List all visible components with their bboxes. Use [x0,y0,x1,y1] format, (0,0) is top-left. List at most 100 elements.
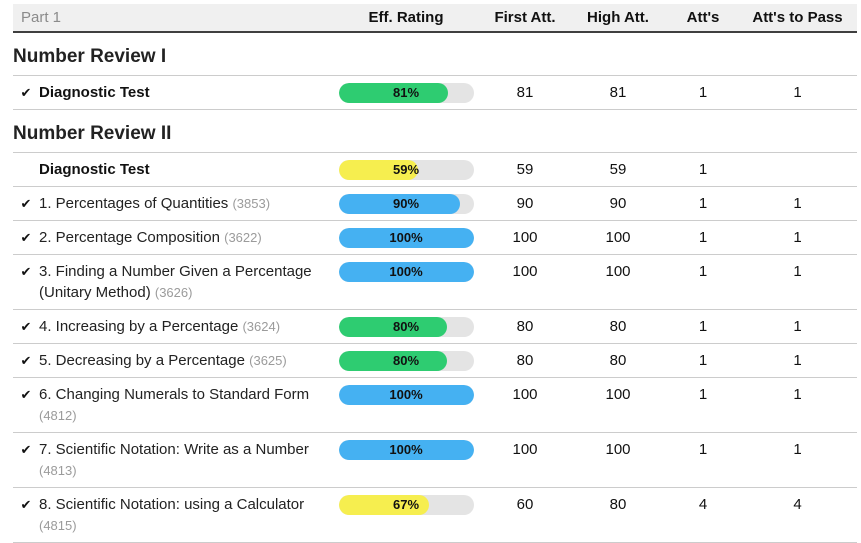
lesson-title-text: 6. Changing Numerals to Standard Form [39,386,310,403]
lesson-title: 1. Percentages of Quantities (3853) [39,193,330,214]
completed-check-icon: ✔ [20,230,32,245]
eff-rating-cell: 59% [330,159,482,180]
eff-rating-cell: 81% [330,82,482,103]
progress-bar: 100% [338,385,474,405]
lesson-title: 3. Finding a Number Given a Percentage (… [39,261,330,303]
lesson-id: (3624) [242,319,281,334]
lesson-row[interactable]: ✔ 8. Scientific Notation: using a Calcul… [13,488,857,543]
progress-bar-label: 100% [389,230,423,245]
progress-report-table: Part 1 Eff. Rating First Att. High Att. … [13,4,857,543]
atts-value: 1 [698,352,708,369]
progress-bar-label: 80% [392,353,420,368]
lesson-row[interactable]: ✔ Diagnostic Test 81% 81 81 1 1 [13,76,857,110]
eff-rating-cell: 100% [330,261,482,282]
progress-bar-fill [338,495,429,515]
atts-to-pass-value: 1 [793,263,802,280]
high-att-value: 81 [609,84,627,101]
atts-value: 1 [698,263,708,280]
progress-bar-fill [338,351,447,371]
atts-value: 1 [698,161,708,178]
atts-to-pass-value: 1 [793,84,802,101]
first-att-value: 100 [512,263,538,280]
progress-bar-fill [338,160,419,180]
high-att-value: 80 [609,496,627,513]
atts-to-pass-value: 1 [793,318,802,335]
completed-check-icon: ✔ [20,353,32,368]
atts-to-pass-value: 1 [793,229,802,246]
progress-bar: 100% [338,262,474,282]
progress-bar-label: 100% [389,442,423,457]
progress-bar-fill [338,194,460,214]
lesson-id: (3853) [232,196,271,211]
eff-rating-cell: 100% [330,384,482,405]
lesson-row[interactable]: ✔ 6. Changing Numerals to Standard Form … [13,378,857,433]
progress-bar: 80% [338,351,474,371]
lesson-title: 2. Percentage Composition (3622) [39,227,330,248]
first-att-value: 59 [516,161,534,178]
lesson-title: Diagnostic Test [39,159,330,180]
lesson-row[interactable]: ✔ 3. Finding a Number Given a Percentage… [13,255,857,310]
lesson-id: (4812) [39,408,77,423]
atts-to-pass-value: 4 [793,496,802,513]
column-header-atts-to-pass: Att's to Pass [752,9,843,26]
lesson-row[interactable]: ✔ 5. Decreasing by a Percentage (3625) 8… [13,344,857,378]
progress-bar: 81% [338,83,474,103]
lesson-title: 4. Increasing by a Percentage (3624) [39,316,330,337]
high-att-value: 59 [609,161,627,178]
completed-check-icon: ✔ [20,85,32,100]
progress-bar: 100% [338,440,474,460]
atts-value: 1 [698,441,708,458]
high-att-value: 80 [609,352,627,369]
column-header-first-att: First Att. [494,9,556,26]
lesson-title: 5. Decreasing by a Percentage (3625) [39,350,330,371]
progress-bar-fill [338,83,448,103]
lesson-id: (3625) [249,353,287,368]
lesson-row[interactable]: ✔ 7. Scientific Notation: Write as a Num… [13,433,857,488]
lesson-title-text: 7. Scientific Notation: Write as a Numbe… [39,441,309,458]
lesson-title: 6. Changing Numerals to Standard Form (4… [39,384,330,426]
progress-bar-fill [338,440,474,460]
first-att-value: 100 [512,441,538,458]
lesson-title: Diagnostic Test [39,82,330,103]
first-att-value: 80 [516,352,534,369]
atts-to-pass-value: 1 [793,195,802,212]
lesson-title: 7. Scientific Notation: Write as a Numbe… [39,439,330,481]
high-att-value: 100 [605,386,631,403]
progress-bar-label: 80% [392,319,420,334]
progress-bar-label: 67% [392,497,420,512]
progress-bar: 67% [338,495,474,515]
lesson-row[interactable]: ✔ 4. Increasing by a Percentage (3624) 8… [13,310,857,344]
eff-rating-cell: 80% [330,316,482,337]
eff-rating-cell: 67% [330,494,482,515]
first-att-value: 100 [512,229,538,246]
lesson-title-text: 5. Decreasing by a Percentage [39,352,245,369]
first-att-value: 100 [512,386,538,403]
atts-value: 1 [698,229,708,246]
progress-bar-fill [338,317,447,337]
section-title: Number Review I [13,46,167,67]
progress-bar-label: 100% [389,387,423,402]
column-header-eff-rating: Eff. Rating [368,9,444,26]
progress-bar: 59% [338,160,474,180]
atts-value: 1 [698,318,708,335]
lesson-row[interactable]: ✔ 2. Percentage Composition (3622) 100% … [13,221,857,255]
lesson-title-text: 2. Percentage Composition [39,229,220,246]
lesson-title-text: Diagnostic Test [39,161,150,178]
progress-bar-label: 90% [392,196,420,211]
progress-bar-label: 59% [392,162,420,177]
lesson-title-text: 3. Finding a Number Given a Percentage (… [39,263,312,301]
lesson-id: (4813) [39,463,77,478]
section-header: Number Review II [13,110,857,153]
atts-value: 1 [698,195,708,212]
lesson-row[interactable]: ✔ Diagnostic Test 59% 59 59 1 [13,153,857,187]
lesson-title-text: Diagnostic Test [39,84,150,101]
completed-check-icon: ✔ [20,442,32,457]
progress-bar: 100% [338,228,474,248]
high-att-value: 100 [605,229,631,246]
high-att-value: 100 [605,263,631,280]
lesson-row[interactable]: ✔ 1. Percentages of Quantities (3853) 90… [13,187,857,221]
progress-bar-fill [338,385,474,405]
progress-bar-label: 100% [389,264,423,279]
lesson-title-text: 4. Increasing by a Percentage [39,318,239,335]
completed-check-icon: ✔ [20,497,32,512]
